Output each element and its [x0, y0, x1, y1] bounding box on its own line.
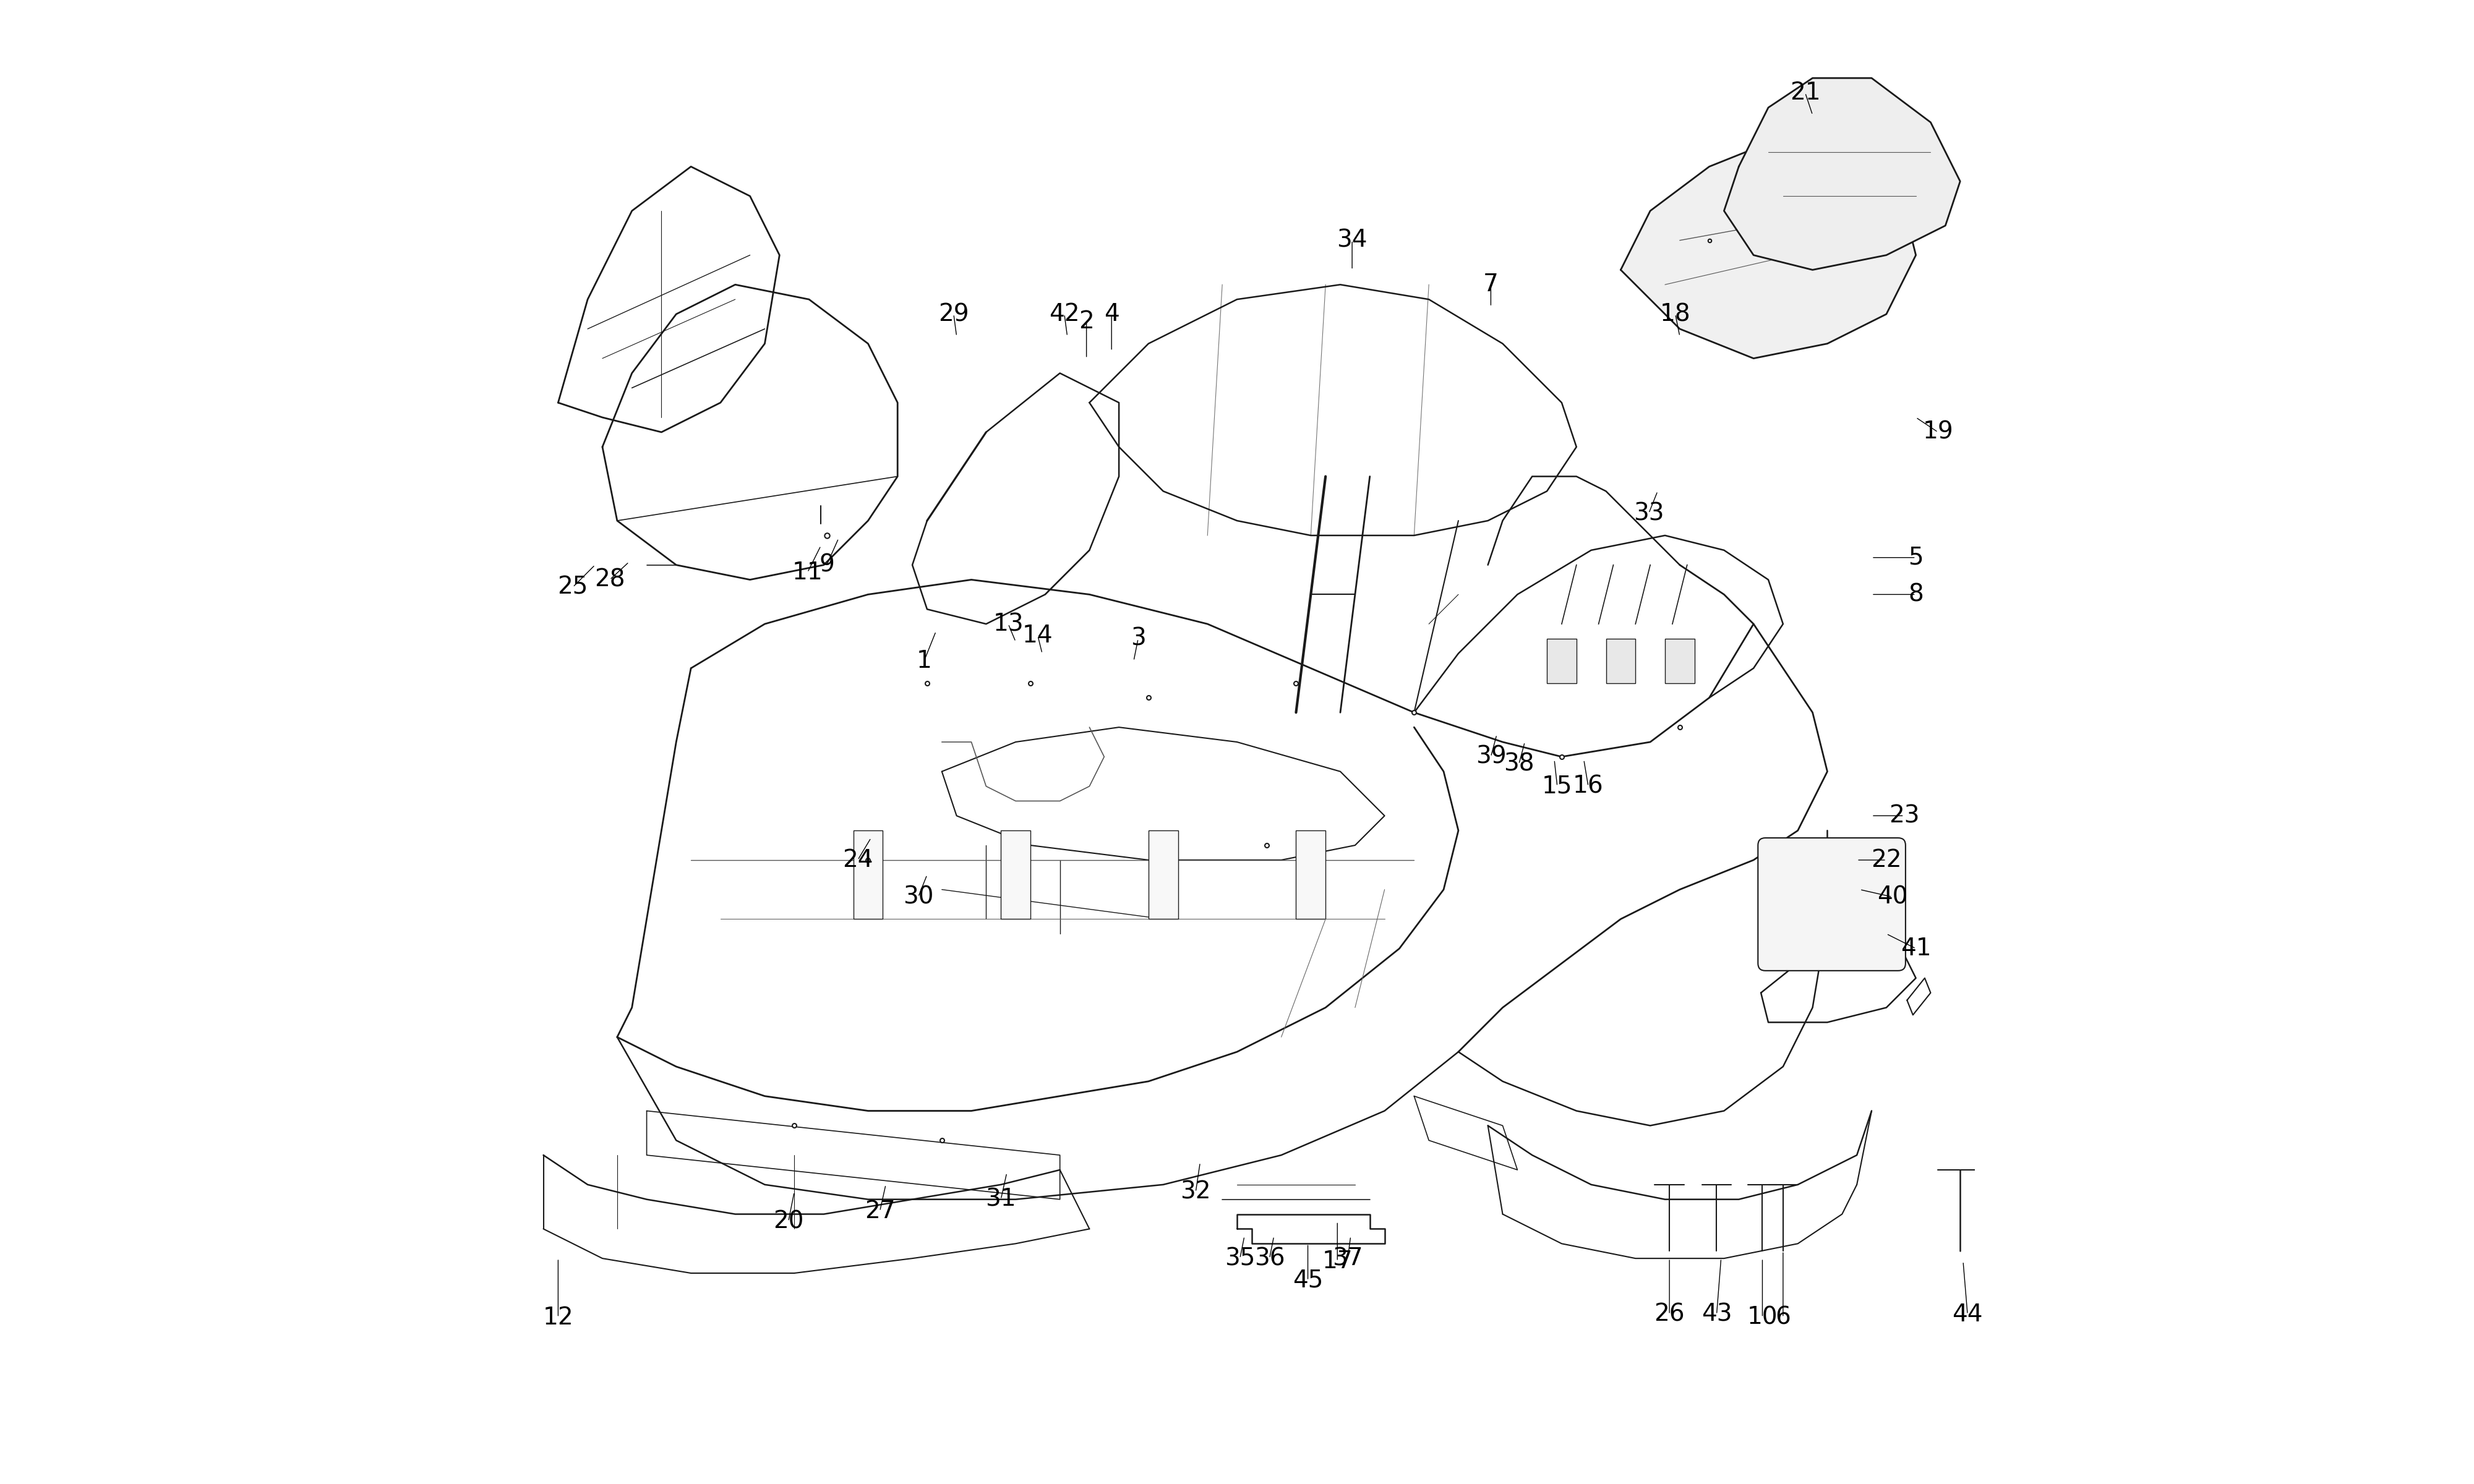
Text: 43: 43	[1702, 1303, 1732, 1327]
Polygon shape	[1724, 79, 1959, 270]
Text: 8: 8	[1907, 583, 1922, 605]
Text: 1: 1	[915, 649, 933, 672]
Text: 28: 28	[594, 568, 626, 592]
Text: 25: 25	[557, 576, 589, 600]
Text: 14: 14	[1022, 623, 1054, 647]
Text: 18: 18	[1660, 303, 1690, 326]
Text: 16: 16	[1573, 775, 1603, 798]
Text: 33: 33	[1633, 502, 1665, 525]
Text: 31: 31	[985, 1187, 1017, 1211]
Text: 23: 23	[1888, 804, 1920, 828]
Text: 7: 7	[1482, 273, 1499, 297]
Bar	[1002, 831, 1029, 919]
Text: 2: 2	[1079, 310, 1094, 334]
Text: 34: 34	[1336, 229, 1368, 252]
Text: 21: 21	[1789, 82, 1821, 104]
Text: 36: 36	[1254, 1247, 1284, 1270]
Bar	[1296, 831, 1326, 919]
Text: 13: 13	[992, 613, 1024, 635]
Bar	[1665, 638, 1695, 683]
Text: 5: 5	[1907, 546, 1922, 570]
Text: 24: 24	[844, 849, 873, 871]
Text: 40: 40	[1878, 884, 1907, 908]
Text: 38: 38	[1504, 752, 1534, 776]
Text: 4: 4	[1103, 303, 1118, 326]
Text: 10: 10	[1747, 1306, 1779, 1330]
Text: 32: 32	[1180, 1180, 1210, 1204]
Text: 27: 27	[863, 1199, 896, 1223]
Text: 11: 11	[792, 561, 824, 585]
Text: 44: 44	[1952, 1303, 1982, 1327]
Bar	[854, 831, 883, 919]
Text: 35: 35	[1225, 1247, 1254, 1270]
Bar	[1148, 831, 1178, 919]
Bar	[1606, 638, 1635, 683]
Polygon shape	[1620, 137, 1915, 359]
Bar	[1546, 638, 1576, 683]
Text: 3: 3	[1131, 626, 1145, 650]
Text: 17: 17	[1321, 1250, 1353, 1273]
Text: 15: 15	[1541, 775, 1573, 798]
Text: 20: 20	[772, 1209, 804, 1233]
Text: 9: 9	[819, 554, 834, 577]
Text: 22: 22	[1870, 849, 1903, 871]
Text: 6: 6	[1776, 1306, 1791, 1330]
Text: 19: 19	[1922, 420, 1954, 444]
Text: 12: 12	[542, 1306, 574, 1330]
Text: 45: 45	[1291, 1269, 1324, 1293]
Text: 39: 39	[1475, 745, 1507, 769]
Text: 42: 42	[1049, 303, 1079, 326]
Text: 26: 26	[1655, 1303, 1685, 1327]
Text: 37: 37	[1333, 1247, 1363, 1270]
FancyBboxPatch shape	[1759, 838, 1905, 971]
Text: 29: 29	[938, 303, 970, 326]
Text: 30: 30	[903, 884, 933, 908]
Text: 41: 41	[1900, 936, 1932, 960]
